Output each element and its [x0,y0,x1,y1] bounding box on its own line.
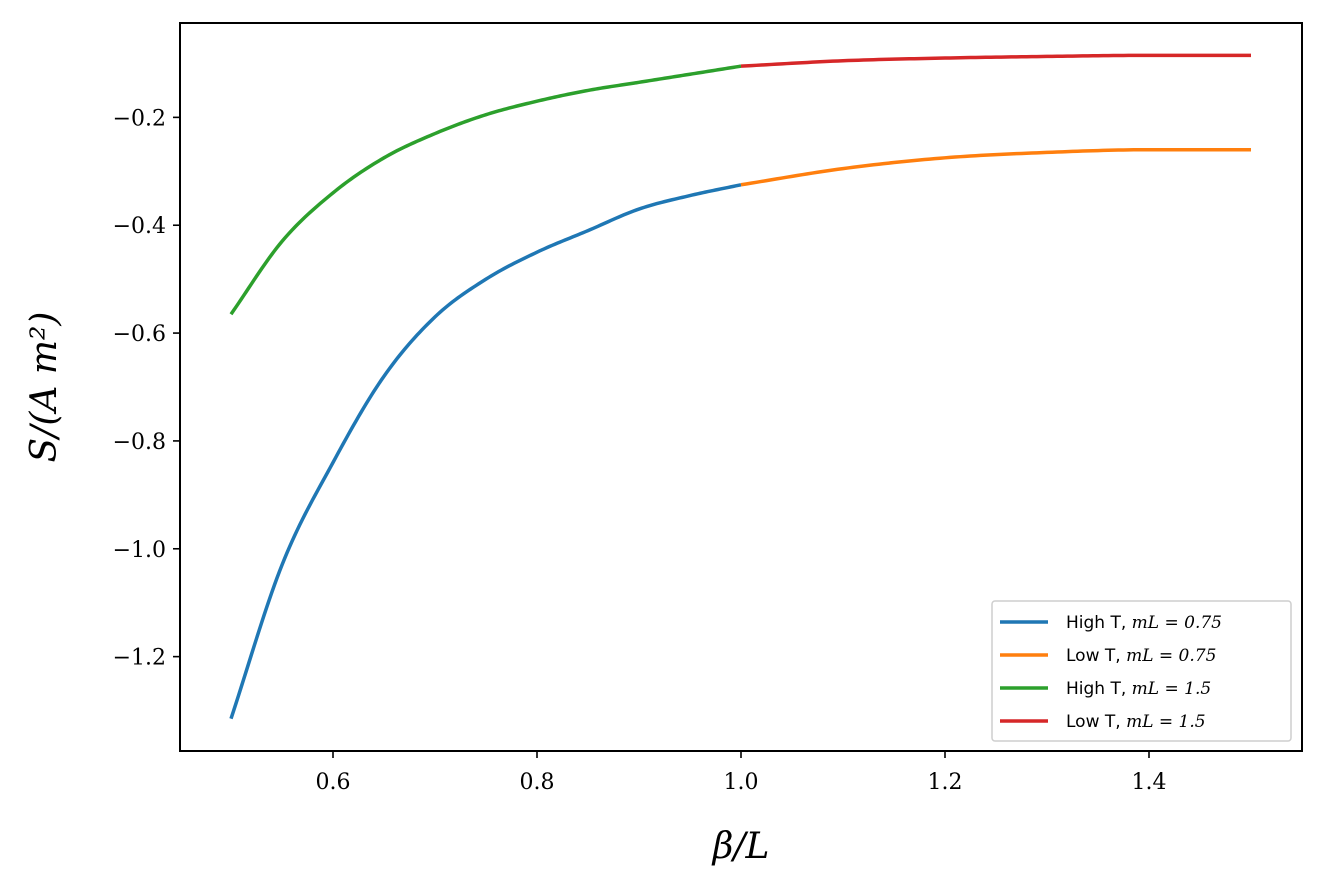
y-axis-label: S/(A m²) [24,312,65,463]
series-line-1 [229,183,742,720]
x-axis-label: β/L [711,826,770,867]
y-axis-ticks: −0.2 −0.4 −0.6 −0.8 −1.0 −1.2 [113,106,180,671]
legend-label-1: High T, mL = 0.75 [1066,613,1222,633]
x-tick-label: 0.6 [316,770,351,795]
x-tick-label: 1.2 [928,770,963,795]
y-tick-label: −1.2 [113,646,166,671]
series-line-2 [740,147,1251,187]
y-tick-label: −0.4 [113,214,166,239]
y-tick-label: −1.0 [113,538,166,563]
legend-label-2: Low T, mL = 0.75 [1066,646,1216,666]
legend-label-4: Low T, mL = 1.5 [1066,712,1206,732]
legend: High T, mL = 0.75 Low T, mL = 0.75 High T,… [991,600,1292,742]
series-line-4 [740,53,1251,68]
series-layer [229,53,1251,720]
x-tick-label: 1.0 [724,770,759,795]
series-line-3 [229,64,742,316]
x-tick-label: 1.4 [1132,770,1167,795]
y-tick-label: −0.6 [113,322,166,347]
y-tick-label: −0.2 [113,106,166,131]
legend-label-3: High T, mL = 1.5 [1066,679,1211,699]
x-axis-ticks: 0.6 0.8 1.0 1.2 1.4 [316,751,1167,795]
x-tick-label: 0.8 [520,770,555,795]
legend-box [991,600,1292,742]
y-tick-label: −0.8 [113,430,166,455]
